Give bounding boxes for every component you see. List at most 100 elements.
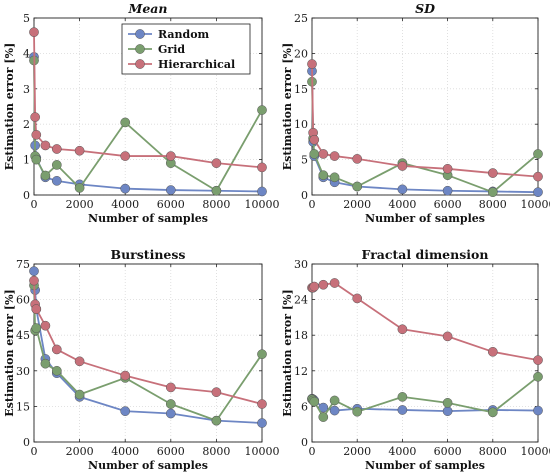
data-point-hierarchical [120, 370, 131, 381]
data-point-grid [352, 181, 363, 192]
panel-3: 0 2000 4000 6000 8000 10000 0 6 12 18 24 30 Fractal … [281, 247, 550, 472]
data-point-hierarchical [533, 355, 543, 365]
data-point-hierarchical [397, 161, 408, 171]
data-point-random [397, 405, 408, 415]
y-tick-label: 10 [294, 118, 308, 131]
data-point-grid [329, 395, 340, 406]
data-point-grid [51, 365, 62, 376]
data-point-hierarchical [31, 129, 42, 140]
data-point-grid [74, 183, 85, 193]
series-line-grid [311, 81, 539, 194]
x-axis-label: Number of samples [88, 459, 208, 472]
x-axis-label: Number of samples [88, 212, 208, 225]
x-tick-label: 6000 [157, 198, 185, 211]
data-point-hierarchical [352, 154, 363, 164]
data-point-grid [318, 412, 329, 422]
x-tick-label: 10000 [521, 198, 550, 211]
legend-entry-hierarchical: Hierarchical [158, 58, 235, 71]
x-tick-label: 8000 [479, 445, 507, 458]
data-point-hierarchical [211, 158, 222, 168]
data-point-hierarchical [40, 320, 51, 331]
panel-1: 0 2000 4000 6000 8000 10000 0 5 10 15 20 25 SD Number… [281, 1, 550, 225]
y-tick-label: 1 [23, 154, 30, 167]
x-tick-label: 0 [31, 445, 38, 458]
y-axis-label: Estimation error [%] [281, 43, 294, 170]
plot-area [34, 264, 262, 442]
data-point-grid [51, 160, 62, 170]
y-tick-label: 3 [23, 83, 30, 96]
y-tick-label: 30 [16, 365, 30, 378]
data-point-grid [309, 396, 320, 407]
y-axis-label: Estimation error [%] [3, 43, 16, 170]
data-point-hierarchical [307, 59, 317, 69]
y-tick-label: 45 [16, 329, 30, 342]
legend-entry-grid: Grid [158, 43, 185, 56]
panel-0: 0 2000 4000 6000 8000 10000 0 1 2 3 4 5 Mean Number o… [3, 1, 280, 225]
data-point-hierarchical [352, 293, 363, 304]
data-point-random [165, 408, 176, 419]
x-tick-label: 6000 [434, 198, 462, 211]
chart-title: Mean [128, 1, 168, 16]
data-point-hierarchical [165, 151, 176, 161]
x-tick-label: 0 [309, 445, 316, 458]
data-point-grid [318, 170, 329, 181]
x-tick-label: 2000 [66, 198, 94, 211]
data-point-hierarchical [442, 163, 453, 174]
y-tick-label: 25 [294, 12, 308, 25]
panel-2: 0 2000 4000 6000 8000 10000 0 15 30 45 60 75 Burstin… [3, 247, 280, 472]
data-point-grid [257, 349, 267, 360]
chart-title: Fractal dimension [362, 247, 489, 262]
data-point-hierarchical [309, 134, 320, 145]
x-tick-label: 4000 [111, 445, 139, 458]
data-point-random [120, 406, 131, 416]
data-point-random [329, 405, 340, 416]
data-point-hierarchical [30, 112, 40, 122]
y-axis-label: Estimation error [%] [281, 289, 294, 416]
data-point-hierarchical [329, 278, 340, 288]
x-tick-label: 2000 [343, 445, 371, 458]
y-tick-label: 2 [23, 118, 30, 131]
data-point-grid [533, 149, 543, 159]
data-point-grid [352, 406, 363, 417]
y-axis-label: Estimation error [%] [3, 289, 16, 416]
x-tick-label: 4000 [111, 198, 139, 211]
x-axis-label: Number of samples [365, 459, 485, 472]
y-tick-label: 5 [301, 154, 308, 167]
data-point-grid [165, 399, 176, 409]
series-line-hierarchical [33, 32, 263, 169]
data-point-grid [487, 187, 498, 198]
y-tick-label: 30 [294, 258, 308, 271]
x-tick-label: 2000 [66, 445, 94, 458]
y-tick-label: 0 [23, 189, 30, 202]
legend-swatch-marker [135, 59, 145, 69]
x-tick-label: 10000 [245, 198, 280, 211]
data-point-hierarchical [487, 346, 498, 357]
x-tick-label: 6000 [434, 445, 462, 458]
x-tick-label: 2000 [343, 198, 371, 211]
x-tick-label: 0 [31, 198, 38, 211]
data-point-hierarchical [29, 275, 39, 286]
data-point-grid [211, 415, 222, 426]
plot-area [312, 18, 538, 195]
x-axis-label: Number of samples [365, 212, 485, 225]
y-tick-label: 15 [16, 400, 30, 413]
data-point-random [442, 185, 453, 196]
data-point-random [442, 406, 453, 416]
chart-title: SD [415, 1, 435, 16]
data-point-random [51, 175, 62, 186]
data-point-grid [211, 185, 222, 196]
y-tick-label: 24 [294, 294, 308, 307]
data-point-random [533, 405, 543, 416]
y-tick-label: 60 [16, 294, 30, 307]
data-point-random [29, 266, 39, 276]
y-tick-label: 75 [16, 258, 30, 271]
data-point-grid [397, 392, 408, 402]
y-tick-label: 6 [301, 400, 308, 413]
data-point-random [257, 418, 267, 428]
data-point-hierarchical [31, 304, 42, 314]
x-tick-label: 10000 [521, 445, 550, 458]
chart-title: Burstiness [111, 247, 186, 262]
data-point-hierarchical [318, 149, 329, 159]
data-point-grid [31, 154, 42, 165]
